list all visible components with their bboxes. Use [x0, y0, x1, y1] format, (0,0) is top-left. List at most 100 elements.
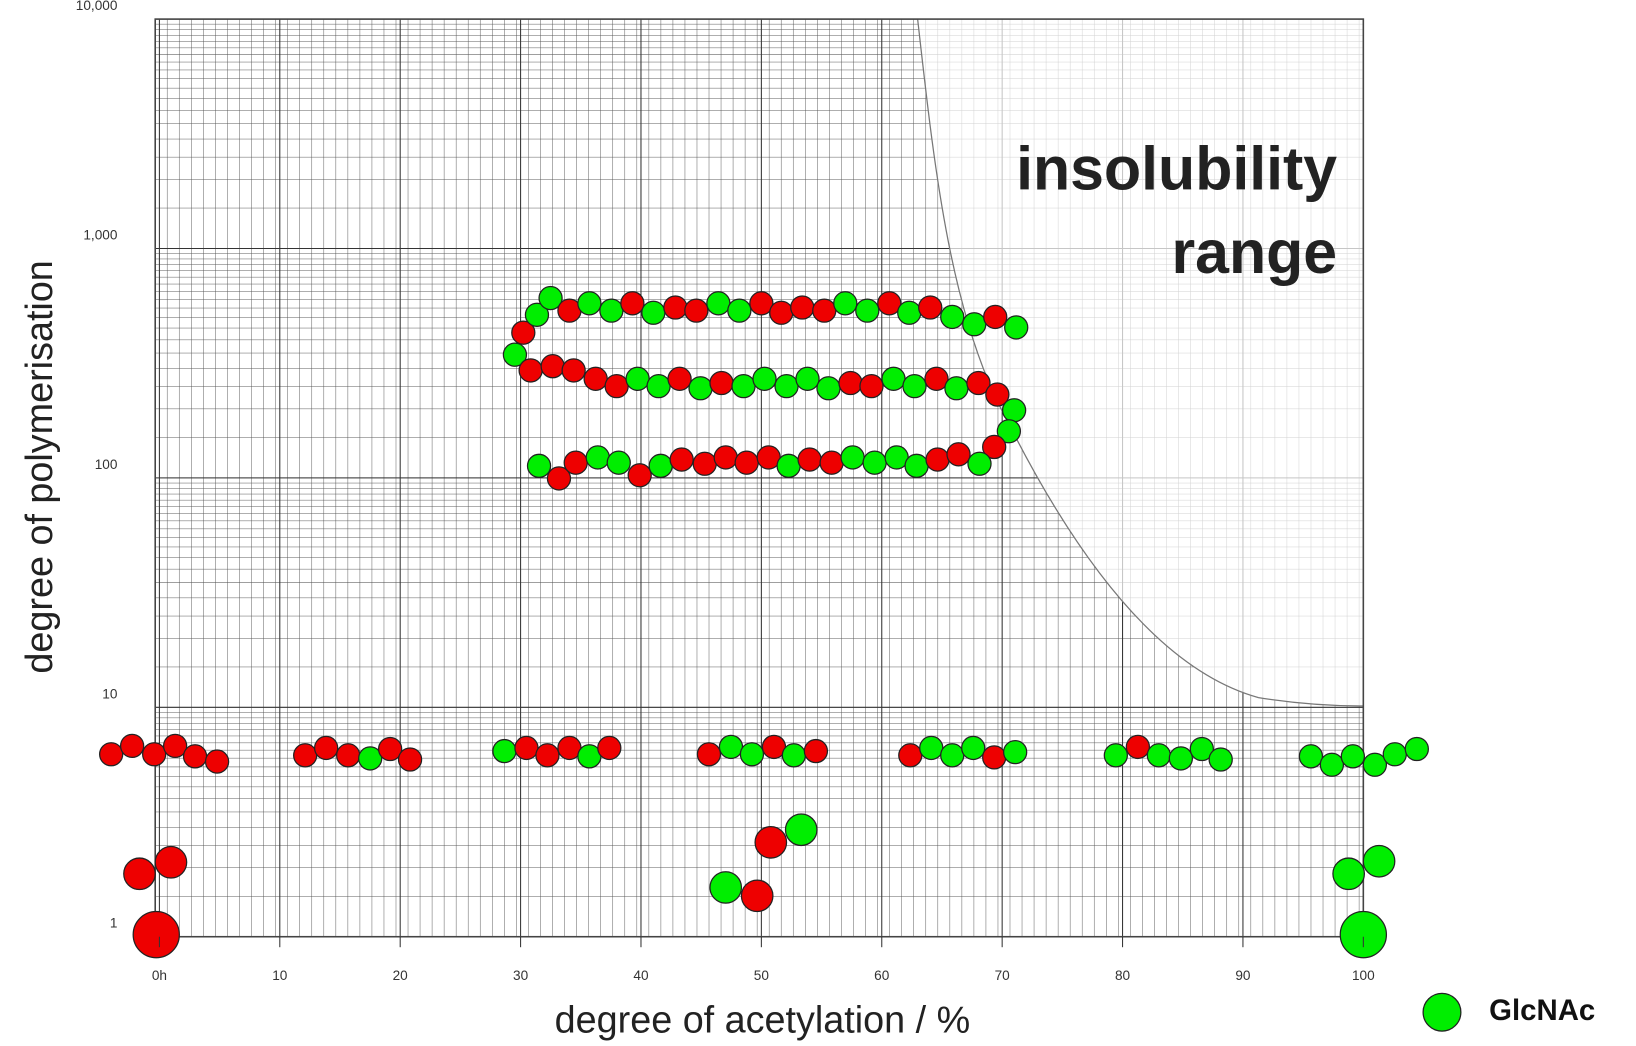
- monomer: [540, 354, 565, 379]
- monomer: [599, 298, 624, 323]
- insolubility-boundary: [917, 19, 1364, 707]
- y-tick-label: 100: [95, 457, 118, 472]
- monomer: [1001, 398, 1027, 423]
- monomer: [718, 734, 744, 760]
- monomer: [585, 445, 610, 470]
- monomer: [918, 295, 943, 320]
- monomer: [1125, 734, 1151, 760]
- y-tick-label: 10: [102, 686, 118, 701]
- monomer: [838, 370, 863, 396]
- monomer: [1208, 747, 1233, 772]
- monomer: [812, 298, 837, 323]
- monomer: [119, 733, 145, 759]
- monomer: [902, 373, 927, 399]
- monomer: [526, 453, 552, 479]
- monomer: [1319, 752, 1345, 777]
- monomer: [962, 312, 987, 337]
- monomer: [897, 300, 922, 325]
- monomer: [1146, 743, 1171, 768]
- monomer: [667, 366, 692, 391]
- x-tick-label: 20: [393, 968, 409, 983]
- monomer: [377, 736, 403, 762]
- monomer: [336, 743, 361, 768]
- monomer: [940, 304, 965, 330]
- monomer: [162, 733, 188, 759]
- monomer: [514, 735, 539, 761]
- monomer: [881, 366, 906, 391]
- monomer: [739, 742, 765, 767]
- monomer: [1382, 742, 1407, 767]
- monomer: [734, 450, 759, 475]
- monomer: [961, 735, 986, 761]
- monomer: [855, 298, 880, 323]
- monomer: [946, 442, 971, 467]
- monomer: [563, 450, 588, 475]
- monomer: [919, 735, 944, 761]
- monomer: [492, 738, 517, 764]
- x-tick-label: 10: [272, 968, 288, 983]
- monomer: [967, 451, 992, 476]
- x-tick-label: 40: [633, 968, 649, 983]
- monomer: [123, 857, 156, 891]
- monomer: [606, 450, 631, 475]
- monomer: [182, 744, 208, 769]
- monomer: [940, 743, 965, 768]
- monomer: [731, 373, 756, 399]
- monomer: [625, 366, 650, 391]
- x-tick-label: 60: [874, 968, 890, 983]
- monomer: [749, 291, 774, 316]
- monomer: [648, 453, 673, 479]
- monomer: [924, 366, 949, 391]
- monomer: [688, 376, 713, 401]
- monomer: [713, 445, 738, 470]
- x-tick-label: 100: [1352, 968, 1375, 983]
- monomer: [1298, 744, 1324, 769]
- y-tick-label: 10,000: [76, 0, 118, 13]
- monomer: [1002, 739, 1028, 765]
- monomer: [1168, 746, 1194, 771]
- monomer: [535, 743, 560, 768]
- monomer: [524, 302, 550, 327]
- monomer: [776, 453, 801, 479]
- monomer: [859, 373, 884, 399]
- monomer: [518, 358, 543, 383]
- monomer: [583, 366, 608, 391]
- x-tick-label: 30: [513, 968, 529, 983]
- monomer: [561, 358, 586, 383]
- monomer: [597, 735, 622, 761]
- monomer: [816, 376, 841, 401]
- monomer: [669, 447, 694, 472]
- monomer: [646, 373, 671, 399]
- monomer: [795, 366, 820, 391]
- monomer: [985, 382, 1010, 407]
- monomer: [604, 373, 629, 399]
- monomer: [966, 370, 991, 396]
- monomer: [740, 879, 774, 913]
- y-tick-label: 1: [110, 916, 118, 931]
- x-tick-label: 90: [1235, 968, 1251, 983]
- monomer: [141, 742, 167, 767]
- monomer: [663, 295, 688, 320]
- monomer: [877, 291, 902, 316]
- monomer: [98, 742, 124, 767]
- annotation: insolubility: [1016, 134, 1337, 202]
- monomer: [925, 447, 950, 472]
- molecule-sketch: [98, 285, 1429, 959]
- monomer: [784, 813, 818, 847]
- monomer: [1189, 736, 1214, 762]
- monomer: [983, 304, 1008, 330]
- y-axis-label: degree of polymerisation: [18, 260, 60, 673]
- monomer: [1340, 744, 1366, 769]
- monomer: [684, 298, 709, 323]
- monomer: [1404, 736, 1429, 762]
- monomer: [898, 743, 923, 768]
- x-tick-label: 70: [995, 968, 1011, 983]
- monomer: [511, 320, 536, 345]
- monomer: [840, 445, 865, 470]
- monomer: [1362, 752, 1388, 777]
- monomer: [982, 434, 1007, 460]
- monomer: [1339, 910, 1388, 959]
- monomer: [620, 291, 645, 316]
- monomer: [727, 298, 752, 323]
- monomer: [803, 738, 829, 764]
